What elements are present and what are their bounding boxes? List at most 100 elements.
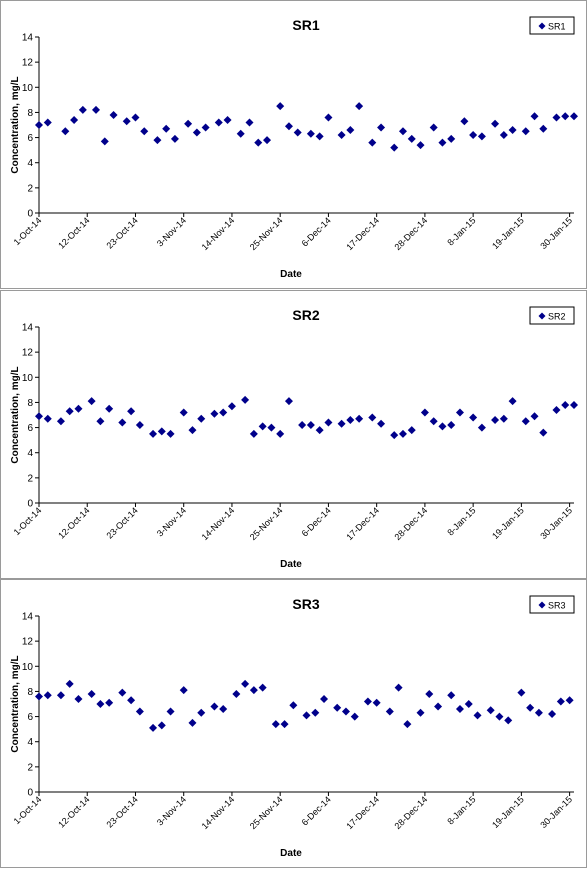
legend-label: SR3 [548, 601, 566, 611]
y-axis-label: Concentration, mg/L [10, 655, 21, 752]
chart-title: SR3 [292, 596, 319, 612]
data-point [464, 700, 473, 708]
x-tick-label: 25-Nov-14 [248, 215, 285, 252]
x-tick-label: 8-Jan-15 [445, 215, 477, 247]
data-point [43, 691, 52, 700]
y-tick-label: 4 [27, 158, 33, 169]
data-point [306, 129, 315, 138]
x-tick-label: 28-Dec-14 [393, 505, 430, 542]
y-tick-label: 0 [27, 499, 33, 510]
data-point [477, 132, 486, 141]
y-tick-label: 12 [22, 637, 34, 648]
data-point [447, 421, 456, 430]
data-point [530, 112, 539, 121]
data-point [429, 123, 438, 132]
data-point [276, 429, 285, 438]
data-point [346, 416, 355, 425]
x-tick-label: 6-Dec-14 [300, 505, 333, 538]
x-tick-label: 14-Nov-14 [200, 215, 237, 252]
data-point [530, 412, 539, 421]
y-tick-label: 10 [22, 373, 34, 384]
y-axis-label: Concentration, mg/L [10, 366, 21, 463]
data-point [149, 429, 158, 438]
data-point [548, 710, 557, 719]
legend-box [529, 16, 575, 35]
data-point [157, 721, 166, 730]
data-point [56, 417, 65, 426]
x-tick-label: 12-Oct-14 [56, 215, 91, 250]
data-point [219, 408, 228, 417]
data-point [100, 137, 109, 146]
data-point [245, 118, 254, 127]
y-tick-label: 10 [22, 662, 34, 673]
data-point [65, 679, 74, 688]
data-point [416, 141, 425, 150]
data-point [455, 408, 464, 417]
y-tick-label: 12 [22, 58, 34, 69]
y-tick-label: 0 [27, 209, 33, 220]
data-point [539, 124, 548, 133]
x-tick-label: 19-Jan-15 [490, 215, 526, 251]
data-point [214, 118, 223, 127]
legend-label: SR1 [548, 22, 566, 32]
data-point [517, 688, 526, 697]
data-point [333, 703, 342, 712]
data-point [56, 691, 65, 700]
y-tick-label: 4 [27, 737, 33, 748]
data-point [561, 112, 570, 121]
chart-title: SR1 [292, 17, 319, 33]
data-point [398, 429, 407, 438]
data-point [135, 707, 144, 716]
data-point [521, 127, 530, 136]
data-point [346, 126, 355, 135]
x-tick-label: 28-Dec-14 [393, 794, 430, 831]
chart-svg: SR1 0 2 4 6 8 10 12 14 1-Oct-14 12-Oct-14 23-Oct-14… [10, 16, 578, 280]
legend-marker [538, 312, 546, 320]
legend-marker [538, 601, 546, 609]
y-tick-label: 14 [22, 33, 34, 44]
x-tick-label: 23-Oct-14 [105, 505, 140, 540]
data-point [263, 136, 272, 145]
x-tick-label: 17-Dec-14 [344, 215, 381, 252]
data-point [118, 418, 127, 427]
data-point [219, 705, 228, 714]
data-point [570, 112, 578, 121]
chart-title: SR2 [292, 307, 319, 323]
data-point [96, 417, 105, 426]
y-tick-label: 2 [27, 473, 33, 484]
data-point [166, 707, 175, 716]
legend-label: SR2 [548, 312, 566, 322]
y-tick-label: 0 [27, 788, 33, 799]
data-point [556, 697, 565, 706]
data-point [390, 143, 399, 152]
data-point [526, 703, 535, 712]
data-point [473, 711, 482, 720]
data-point [210, 409, 219, 418]
data-point [368, 138, 377, 147]
data-point [394, 683, 403, 692]
x-tick-label: 3-Nov-14 [155, 215, 188, 248]
data-point [105, 698, 114, 707]
data-point [438, 422, 447, 431]
data-point [149, 723, 158, 732]
data-point [210, 702, 219, 711]
data-point [105, 404, 114, 413]
data-point [70, 115, 79, 124]
data-point [249, 429, 258, 438]
data-point [447, 691, 456, 700]
y-tick-label: 6 [27, 423, 33, 434]
y-tick-label: 2 [27, 183, 33, 194]
data-point [508, 126, 517, 135]
data-point [284, 122, 293, 131]
data-point [385, 707, 394, 716]
data-point [491, 416, 500, 425]
data-point [420, 408, 429, 417]
x-tick-label: 17-Dec-14 [344, 505, 381, 542]
data-point [241, 395, 250, 404]
y-tick-label: 8 [27, 687, 33, 698]
data-point [35, 692, 43, 701]
data-point [495, 712, 504, 721]
data-point [197, 414, 206, 423]
data-point [469, 413, 478, 422]
chart-panel-sr1: SR1 0 2 4 6 8 10 12 14 1-Oct-14 12-Oct-14 23-Oct-14… [0, 0, 587, 289]
